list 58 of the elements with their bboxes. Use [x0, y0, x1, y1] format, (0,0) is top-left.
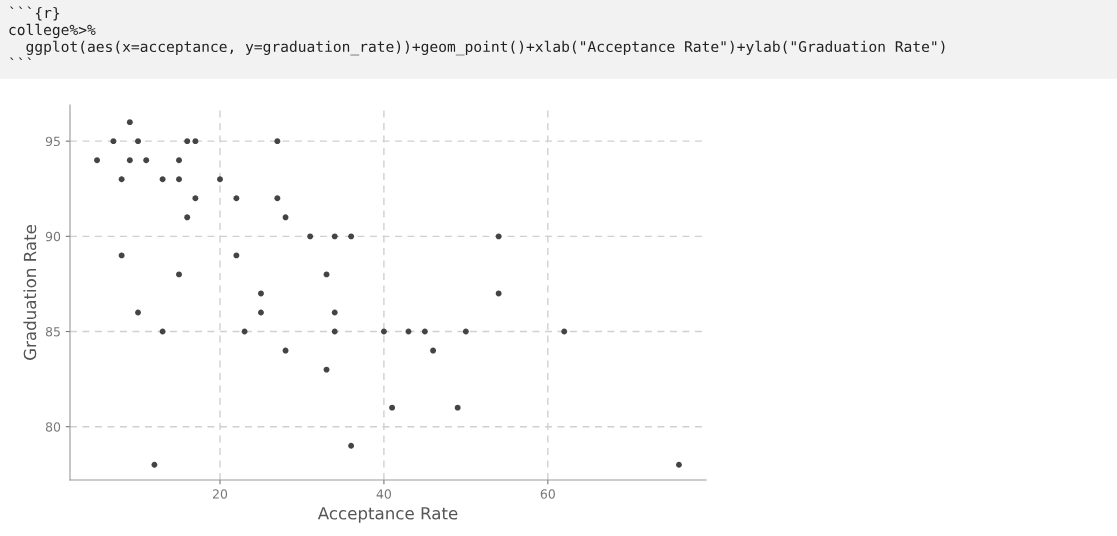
point: [495, 290, 502, 297]
point: [495, 233, 502, 240]
text: ggplot(aes(x=acceptance, y=graduation_rate))+geom_point()+xlab("Acceptance Rate")+ylab("Graduation Rate"): [26, 40, 945, 56]
point: [258, 290, 264, 297]
point: [135, 309, 141, 316]
point: [348, 233, 355, 240]
point: [258, 309, 264, 316]
point: [184, 214, 191, 221]
point: [561, 328, 568, 335]
point: [184, 138, 191, 145]
point: [274, 195, 281, 202]
point: [118, 176, 125, 183]
point: [323, 366, 330, 373]
point: [159, 176, 166, 183]
y-axis-title: Graduation Rate: [23, 225, 37, 360]
point: [135, 138, 141, 145]
point: [380, 328, 387, 335]
point: [274, 138, 281, 145]
text: ```: [9, 57, 31, 61]
text: ```{r}: [9, 6, 60, 21]
y-tick-label: 85: [45, 326, 60, 337]
point: [151, 461, 158, 468]
x-tick-label: 20: [212, 489, 228, 499]
y-tick-label: 80: [45, 422, 61, 432]
point: [176, 271, 182, 278]
x-tick-label: 60: [540, 489, 555, 499]
point: [331, 233, 338, 240]
point: [405, 328, 412, 335]
point: [118, 252, 125, 259]
point: [126, 119, 133, 126]
point: [176, 157, 182, 164]
x-tick-label: 40: [376, 489, 392, 499]
point: [176, 176, 182, 183]
x-axis-title: Acceptance Rate: [317, 507, 458, 523]
point: [282, 347, 289, 354]
point: [307, 233, 314, 240]
point: [323, 271, 330, 278]
point: [94, 157, 100, 164]
point: [348, 442, 355, 449]
point: [389, 404, 396, 411]
point: [126, 157, 133, 164]
point: [421, 328, 428, 335]
point: [192, 195, 199, 202]
point: [676, 461, 682, 468]
point: [233, 195, 240, 202]
point: [110, 138, 117, 145]
point: [241, 328, 248, 335]
point: [462, 328, 469, 335]
text: college%>%: [9, 23, 96, 39]
point: [159, 328, 166, 335]
point: [192, 138, 199, 145]
point: [454, 404, 461, 411]
point: [143, 157, 150, 164]
point: [217, 176, 223, 183]
y-tick-label: 95: [45, 136, 60, 147]
point: [430, 347, 437, 354]
y-tick-label: 90: [45, 231, 61, 242]
point: [233, 252, 240, 259]
